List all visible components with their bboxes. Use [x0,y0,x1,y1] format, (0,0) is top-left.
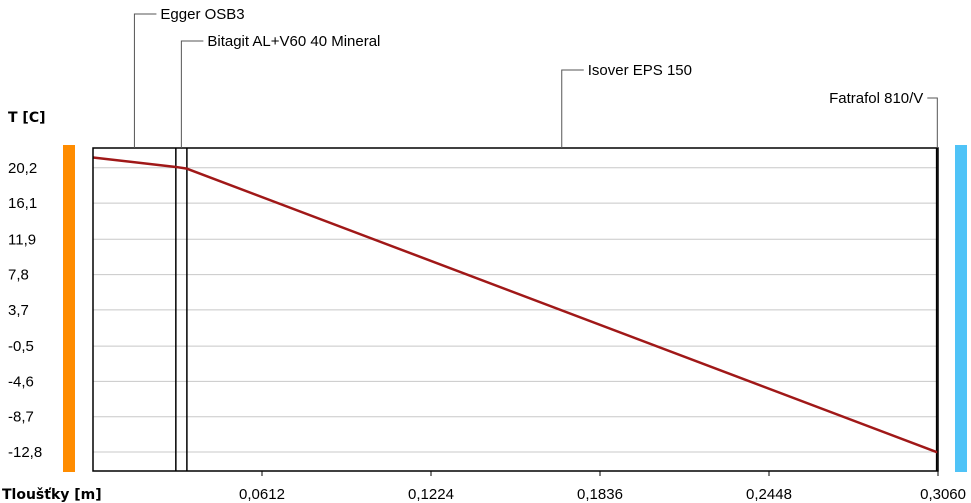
layer-label: Isover EPS 150 [588,62,692,79]
x-tick-label: 0,3060 [920,486,966,503]
y-tick-label: -4,6 [8,373,34,390]
callout-leader [561,69,584,148]
series-group [92,156,938,454]
layer-label: Fatrafol 810/V [829,90,923,107]
y-axis-label: T [C] [8,110,46,126]
tick-labels: 20,2 16,1 11,9 7,8 3,7 -0,5 -4,6 -8,7 -12,8 0,061… [8,160,966,503]
x-tick-label: 0,2448 [746,486,792,503]
y-tick-label: 16,1 [8,195,37,212]
layer-callouts: Egger OSB3 Bitagit AL+V60 40 Mineral Isove… [133,6,938,148]
layer-label: Bitagit AL+V60 40 Mineral [207,33,380,50]
y-tick-label: 7,8 [8,267,29,284]
y-tick-label: 3,7 [8,302,29,319]
callout-leader [133,13,157,148]
x-tick-label: 0,1224 [408,486,454,503]
y-tick-label: 11,9 [8,231,36,248]
callout-leader [180,40,204,148]
temperature-line [92,156,938,454]
y-tick-label: -12,8 [8,444,42,461]
x-axis-label: Tloušťky [m] [2,487,102,503]
gridlines [93,167,938,453]
x-tick-label: 0,1836 [577,486,623,503]
y-tick-label: -8,7 [8,409,34,426]
exterior-surface-bar [955,145,967,472]
plot-frame [92,147,939,472]
layer-boundaries [175,148,938,471]
y-tick-label: -0,5 [8,338,34,355]
interior-surface-bar [63,145,75,472]
x-tick-label: 0,0612 [239,486,285,503]
y-tick-label: 20,2 [8,160,37,177]
callout-leader [927,97,938,148]
layer-label: Egger OSB3 [160,6,244,23]
